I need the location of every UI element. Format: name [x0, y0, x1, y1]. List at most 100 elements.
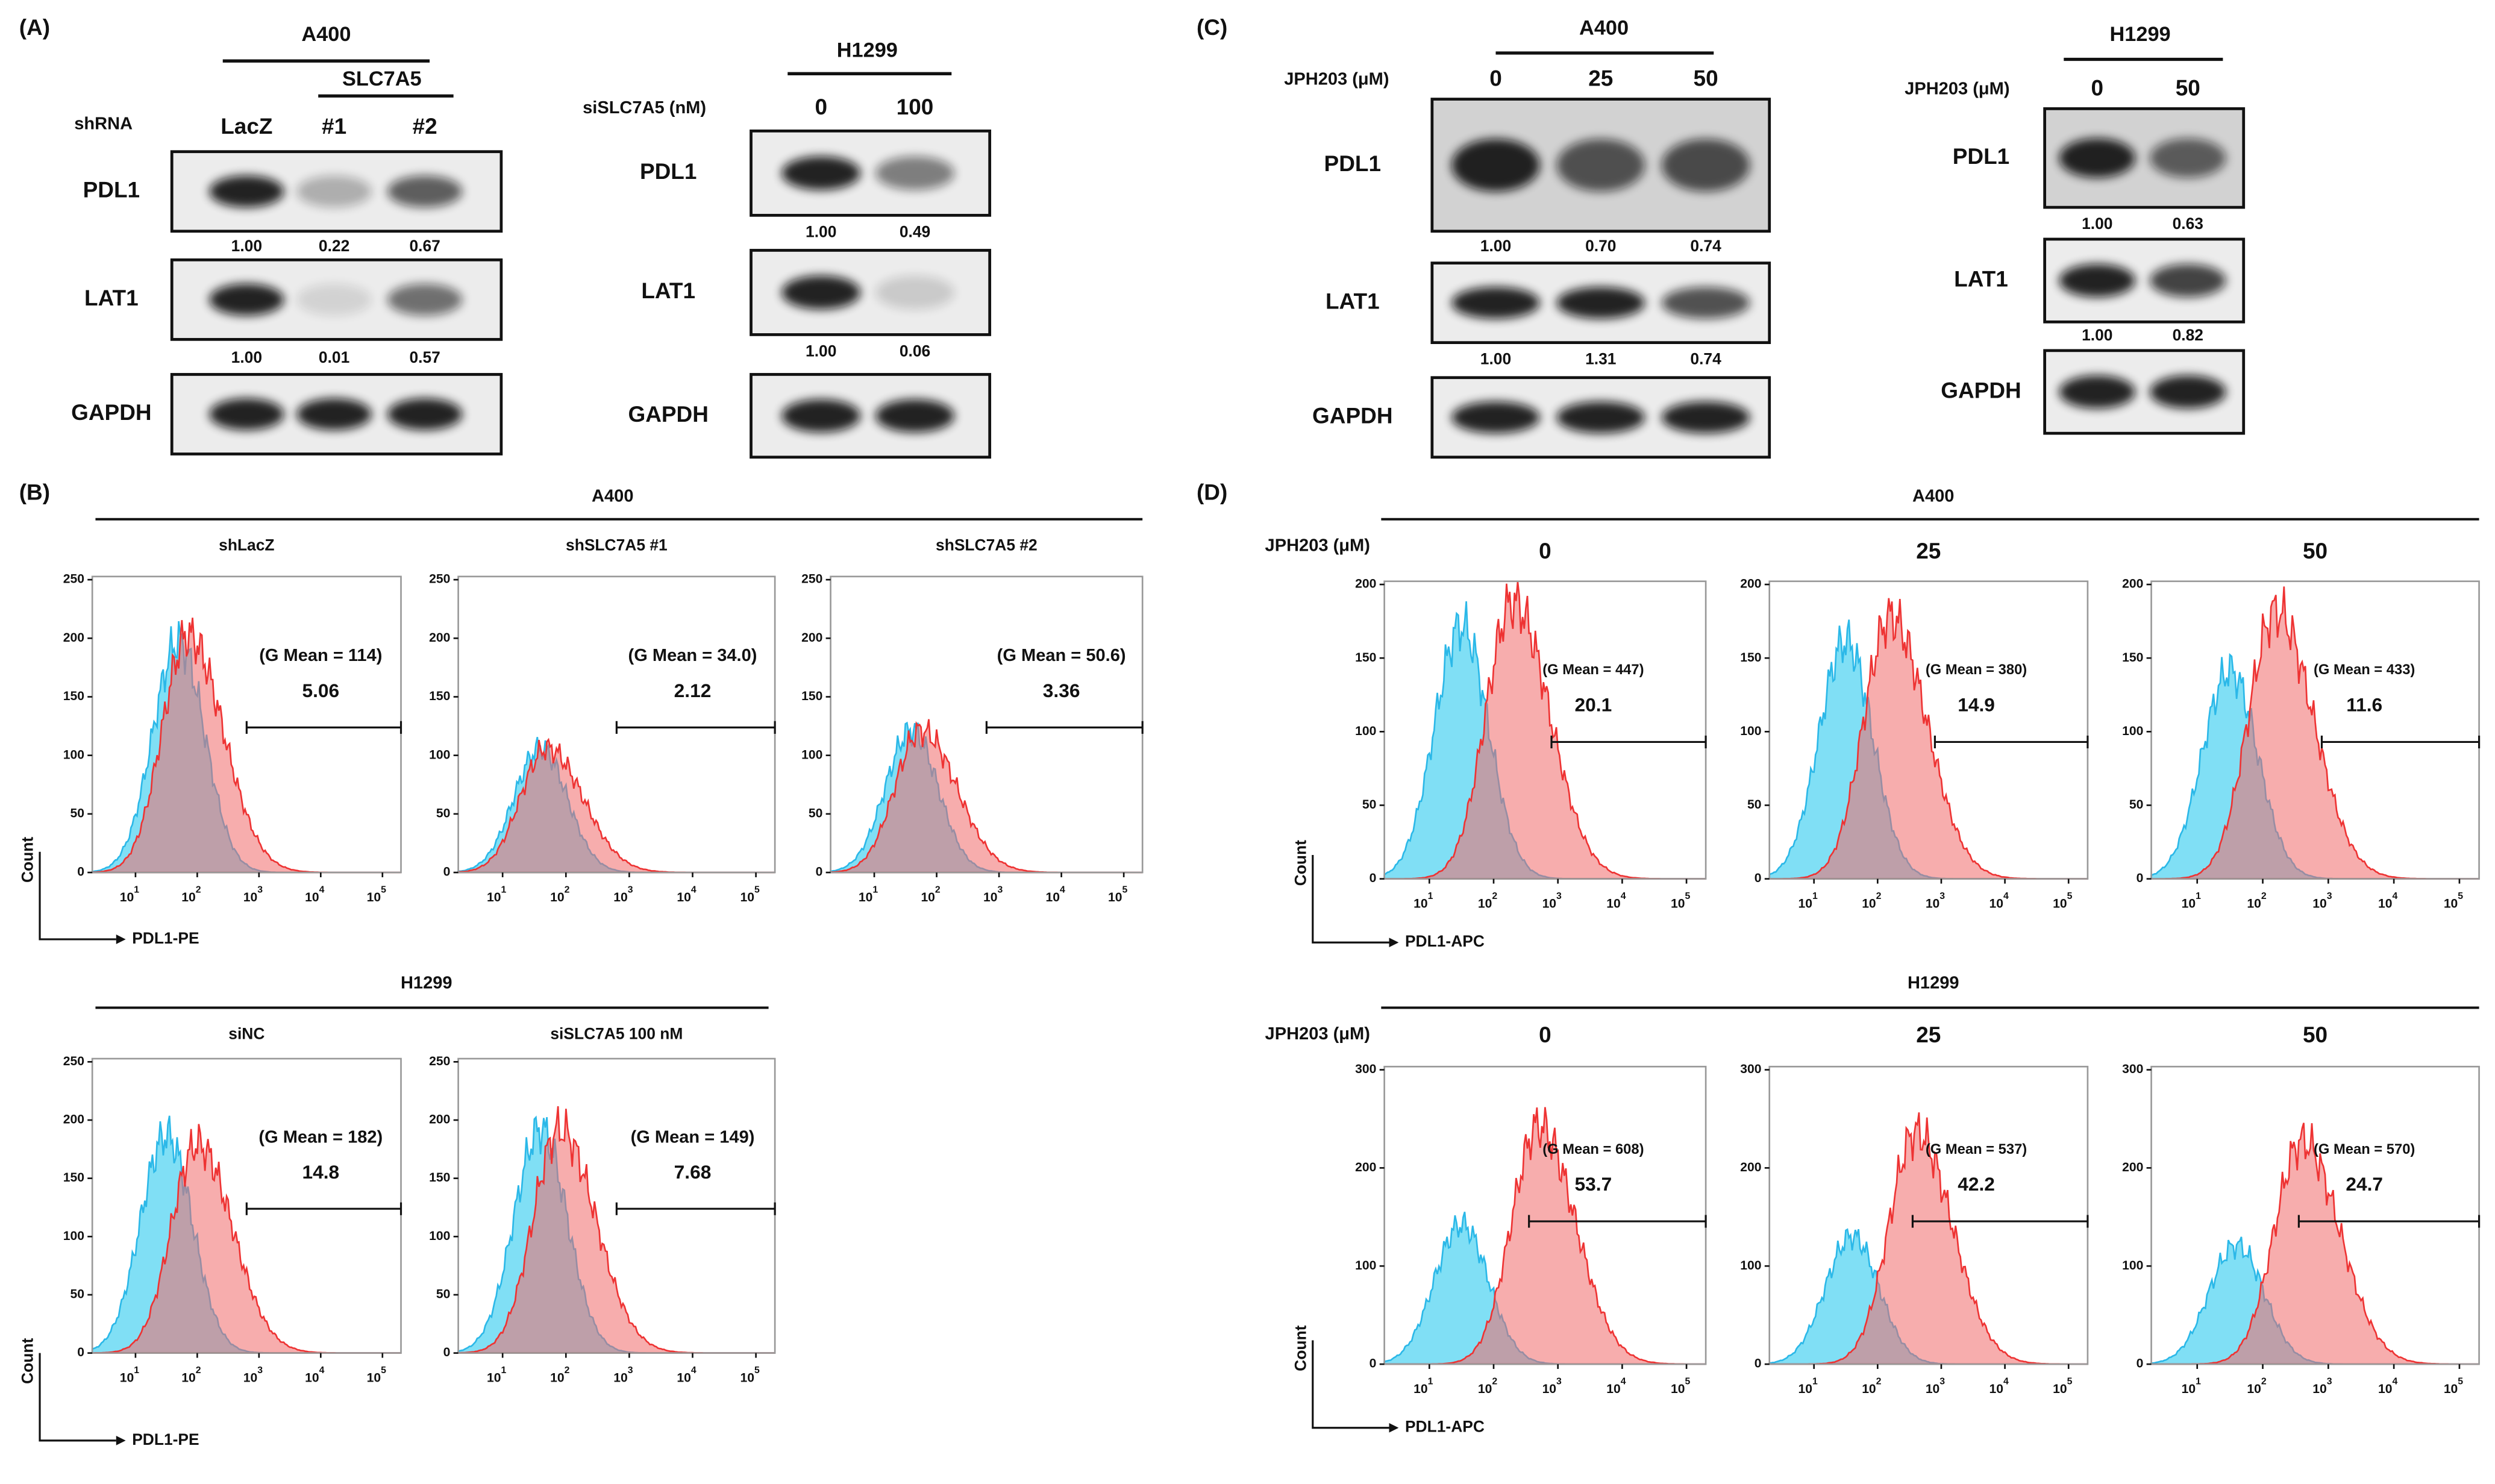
quantification: 0.70 [1585, 237, 1616, 255]
axis-arrow [39, 1353, 116, 1442]
band [1556, 401, 1645, 434]
band [387, 398, 463, 430]
gmean-label: (G Mean = 447) [1542, 662, 1644, 678]
y-axis-label: Count [19, 837, 37, 883]
x-tick-exponent: 5 [2458, 1376, 2463, 1386]
band [1556, 139, 1645, 192]
x-tick-exponent: 1 [1428, 891, 1433, 901]
y-tick-label: 200 [801, 631, 822, 645]
quantification: 1.00 [806, 222, 836, 240]
band [1661, 287, 1750, 319]
lane-label: 100 [897, 95, 934, 119]
y-tick-label: 50 [1747, 798, 1761, 812]
x-tick-base: 10 [859, 891, 872, 904]
y-axis-label: Count [1291, 840, 1309, 886]
y-tick-label: 200 [429, 1113, 450, 1127]
y-tick-label: 0 [443, 1345, 451, 1359]
gate-percent: 53.7 [1575, 1173, 1612, 1195]
gmean-label: (G Mean = 50.6) [997, 646, 1126, 665]
x-tick-exponent: 4 [691, 1365, 697, 1376]
gate-percent: 7.68 [674, 1161, 712, 1183]
x-tick-base: 10 [243, 1371, 257, 1385]
plot-title: siNC [228, 1024, 265, 1042]
x-tick-base: 10 [1478, 897, 1492, 910]
x-tick-base: 10 [2312, 1382, 2326, 1396]
x-tick-base: 10 [2444, 897, 2458, 910]
condition-label: siSLC7A5 (nM) [583, 98, 706, 117]
condition-label: JPH203 (μM) [1265, 536, 1370, 555]
quantification: 1.00 [231, 237, 262, 255]
y-tick-label: 0 [2137, 871, 2144, 885]
y-tick-label: 100 [2122, 724, 2143, 738]
band [387, 283, 463, 316]
band [1661, 139, 1750, 192]
x-tick-exponent: 4 [1621, 891, 1626, 901]
x-tick-exponent: 5 [2067, 891, 2073, 901]
protein-label: PDL1 [1324, 151, 1381, 176]
axis-arrow [1312, 1340, 1389, 1429]
quantification: 1.31 [1585, 350, 1616, 368]
group-label: SLC7A5 [342, 67, 422, 90]
y-tick-label: 200 [2122, 577, 2143, 591]
band [209, 283, 284, 316]
gate-percent: 24.7 [2346, 1173, 2383, 1195]
y-tick-label: 0 [443, 865, 451, 879]
protein-label: GAPDH [71, 400, 152, 425]
y-tick-label: 0 [2137, 1357, 2144, 1371]
plot-title: siSLC7A5 100 nM [550, 1024, 683, 1042]
band [2059, 375, 2135, 409]
quantification: 1.00 [2082, 214, 2112, 233]
y-tick-label: 50 [2129, 798, 2143, 812]
x-tick-exponent: 2 [196, 884, 201, 895]
arrow-head [1389, 938, 1399, 948]
x-tick-base: 10 [677, 891, 690, 904]
x-tick-exponent: 3 [997, 884, 1003, 895]
plot-title: 0 [1539, 1022, 1551, 1047]
y-tick-label: 100 [2122, 1259, 2143, 1273]
band [2150, 264, 2226, 298]
x-tick-base: 10 [1108, 891, 1122, 904]
band [296, 398, 372, 430]
x-tick-exponent: 5 [2458, 891, 2463, 901]
x-tick-base: 10 [2378, 897, 2392, 910]
gate-percent: 11.6 [2346, 694, 2382, 716]
x-tick-exponent: 4 [691, 884, 697, 895]
y-tick-label: 150 [63, 1171, 84, 1185]
x-tick-exponent: 2 [2261, 1376, 2267, 1386]
y-axis-label: Count [1291, 1325, 1309, 1371]
plot-frame [1383, 580, 1707, 880]
lane-label: #1 [322, 114, 346, 139]
lane-label: #2 [413, 114, 437, 139]
x-tick-exponent: 5 [754, 884, 760, 895]
x-tick-exponent: 1 [2196, 891, 2201, 901]
protein-label: GAPDH [1941, 378, 2021, 402]
plot-title: 25 [1916, 539, 1941, 563]
x-tick-exponent: 1 [1428, 1376, 1433, 1386]
quantification: 0.82 [2173, 326, 2203, 344]
x-tick-base: 10 [181, 1371, 195, 1385]
axis-arrow [1312, 855, 1389, 944]
x-tick-exponent: 5 [381, 1365, 386, 1376]
x-tick-exponent: 5 [1122, 884, 1127, 895]
x-tick-exponent: 5 [2067, 1376, 2073, 1386]
protein-label: GAPDH [1312, 404, 1393, 428]
x-tick-exponent: 2 [565, 1365, 570, 1376]
cell-line-title: A400 [301, 23, 351, 46]
x-tick-base: 10 [1798, 897, 1812, 910]
y-tick-label: 100 [1740, 1259, 1761, 1273]
x-tick-base: 10 [1671, 1382, 1685, 1396]
gate-percent: 20.1 [1575, 694, 1612, 716]
x-tick-base: 10 [305, 1371, 319, 1385]
x-tick-exponent: 3 [1556, 891, 1562, 901]
quantification: 0.01 [319, 348, 349, 366]
protein-label: PDL1 [640, 159, 697, 184]
gmean-label: (G Mean = 380) [1926, 662, 2027, 678]
x-tick-exponent: 2 [935, 884, 941, 895]
gmean-label: (G Mean = 182) [258, 1128, 383, 1147]
band [1661, 401, 1750, 434]
x-tick-exponent: 3 [257, 1365, 263, 1376]
protein-label: LAT1 [1326, 289, 1380, 313]
protein-label: PDL1 [83, 177, 140, 202]
x-tick-exponent: 1 [134, 884, 139, 895]
protein-label: LAT1 [641, 278, 695, 303]
